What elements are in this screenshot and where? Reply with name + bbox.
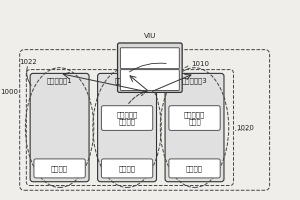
FancyBboxPatch shape (98, 73, 157, 182)
FancyBboxPatch shape (118, 43, 182, 92)
Text: 完整的电子
控制功能: 完整的电子 控制功能 (116, 111, 138, 125)
Text: 1000: 1000 (0, 89, 18, 95)
FancyBboxPatch shape (165, 73, 224, 182)
Text: 1021: 1021 (162, 59, 180, 65)
FancyBboxPatch shape (34, 159, 85, 178)
Text: 第一电子控
制功能: 第一电子控 制功能 (139, 51, 161, 65)
Text: 汽车零部件1: 汽车零部件1 (47, 78, 73, 84)
Text: 执行元件: 执行元件 (51, 165, 68, 172)
Text: 完整的电子
控制功能: 完整的电子 控制功能 (139, 73, 161, 87)
Text: 1020: 1020 (236, 125, 254, 131)
FancyBboxPatch shape (169, 106, 220, 130)
Text: 1010: 1010 (192, 61, 210, 67)
FancyBboxPatch shape (169, 159, 220, 178)
Text: 第二电子控
制功能: 第二电子控 制功能 (184, 111, 205, 125)
FancyBboxPatch shape (30, 73, 89, 182)
Text: 汽车零部件2: 汽车零部件2 (114, 78, 140, 84)
Text: 1022: 1022 (19, 59, 37, 65)
FancyBboxPatch shape (120, 70, 179, 90)
FancyBboxPatch shape (101, 159, 153, 178)
Text: 汽车零部件3: 汽车零部件3 (182, 78, 207, 84)
Text: 执行元件: 执行元件 (118, 165, 136, 172)
Text: 执行元件: 执行元件 (186, 165, 203, 172)
FancyBboxPatch shape (120, 48, 179, 69)
FancyBboxPatch shape (101, 106, 153, 130)
Text: ……: …… (234, 124, 252, 133)
Text: VIU: VIU (144, 33, 156, 39)
